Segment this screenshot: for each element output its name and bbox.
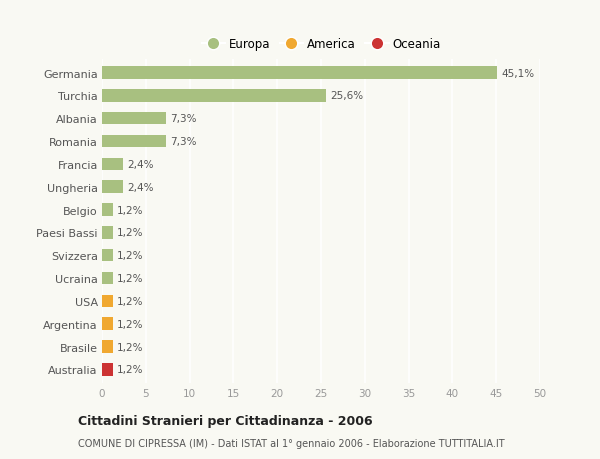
Text: 1,2%: 1,2% (117, 251, 143, 261)
Text: COMUNE DI CIPRESSA (IM) - Dati ISTAT al 1° gennaio 2006 - Elaborazione TUTTITALI: COMUNE DI CIPRESSA (IM) - Dati ISTAT al … (78, 438, 505, 448)
Bar (102, 318, 113, 330)
Bar (102, 272, 113, 285)
Bar (102, 181, 123, 194)
Text: 2,4%: 2,4% (127, 160, 154, 169)
Bar (102, 67, 497, 79)
Bar (102, 227, 113, 239)
Text: 7,3%: 7,3% (170, 137, 197, 147)
Bar (102, 249, 113, 262)
Text: 1,2%: 1,2% (117, 205, 143, 215)
Text: 2,4%: 2,4% (127, 182, 154, 192)
Bar (102, 90, 326, 102)
Text: 1,2%: 1,2% (117, 319, 143, 329)
Text: 7,3%: 7,3% (170, 114, 197, 124)
Bar (102, 112, 166, 125)
Bar (102, 204, 113, 216)
Text: Cittadini Stranieri per Cittadinanza - 2006: Cittadini Stranieri per Cittadinanza - 2… (78, 414, 373, 428)
Bar (102, 295, 113, 308)
Text: 1,2%: 1,2% (117, 342, 143, 352)
Text: 1,2%: 1,2% (117, 274, 143, 283)
Bar (102, 135, 166, 148)
Text: 1,2%: 1,2% (117, 228, 143, 238)
Bar (102, 364, 113, 376)
Legend: Europa, America, Oceania: Europa, America, Oceania (197, 33, 445, 56)
Text: 1,2%: 1,2% (117, 296, 143, 306)
Text: 1,2%: 1,2% (117, 364, 143, 375)
Bar (102, 158, 123, 171)
Text: 25,6%: 25,6% (331, 91, 364, 101)
Text: 45,1%: 45,1% (502, 68, 535, 78)
Bar (102, 341, 113, 353)
